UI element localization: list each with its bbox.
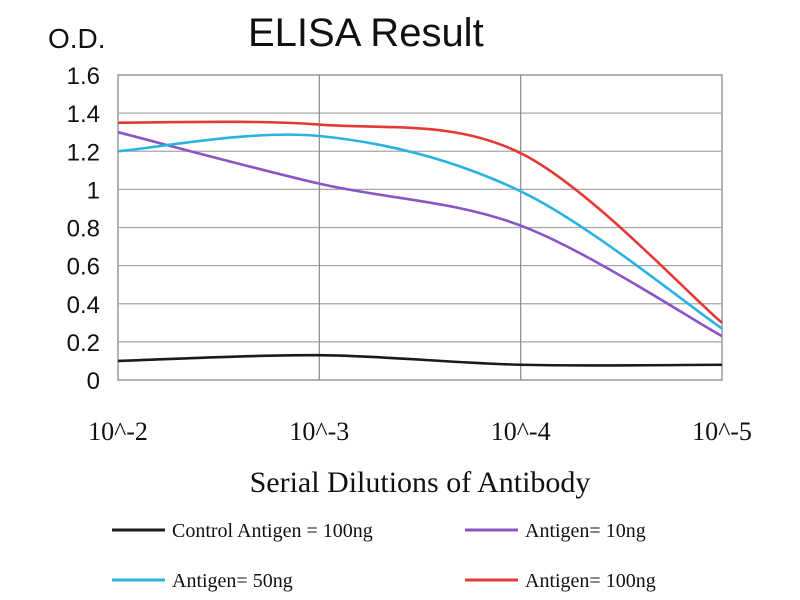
legend: Control Antigen = 100ng Antigen= 10ng Anti… [112, 520, 656, 592]
y-tick-labels: 0 0.2 0.4 0.6 0.8 1 1.2 1.4 1.6 [67, 63, 100, 395]
gridlines [118, 75, 722, 380]
y-tick-label: 1.6 [67, 63, 100, 90]
y-tick-label: 1.4 [67, 101, 100, 128]
legend-label: Control Antigen = 100ng [172, 520, 373, 542]
x-tick-label: 10^-4 [491, 417, 551, 446]
chart-title: ELISA Result [248, 11, 484, 55]
series-line [117, 130, 723, 338]
series-line [117, 133, 723, 330]
legend-label: Antigen= 10ng [525, 520, 646, 542]
legend-label: Antigen= 100ng [525, 570, 656, 592]
y-tick-label: 0.8 [67, 216, 100, 243]
x-tick-label: 10^-2 [88, 417, 148, 446]
y-tick-label: 0.6 [67, 254, 100, 281]
x-tick-label: 10^-5 [692, 417, 752, 446]
y-axis-label: O.D. [48, 23, 106, 54]
x-tick-label: 10^-3 [289, 417, 349, 446]
series-lines [117, 120, 723, 367]
x-tick-labels: 10^-2 10^-3 10^-4 10^-5 [88, 417, 752, 446]
legend-label: Antigen= 50ng [172, 570, 293, 592]
y-tick-label: 1.2 [67, 139, 100, 166]
y-tick-label: 0 [87, 368, 100, 395]
x-axis-label: Serial Dilutions of Antibody [250, 466, 591, 499]
series-line [117, 353, 723, 367]
y-tick-label: 1 [87, 177, 100, 204]
series-line [117, 120, 723, 324]
y-tick-label: 0.4 [67, 292, 100, 319]
y-tick-label: 0.2 [67, 330, 100, 357]
